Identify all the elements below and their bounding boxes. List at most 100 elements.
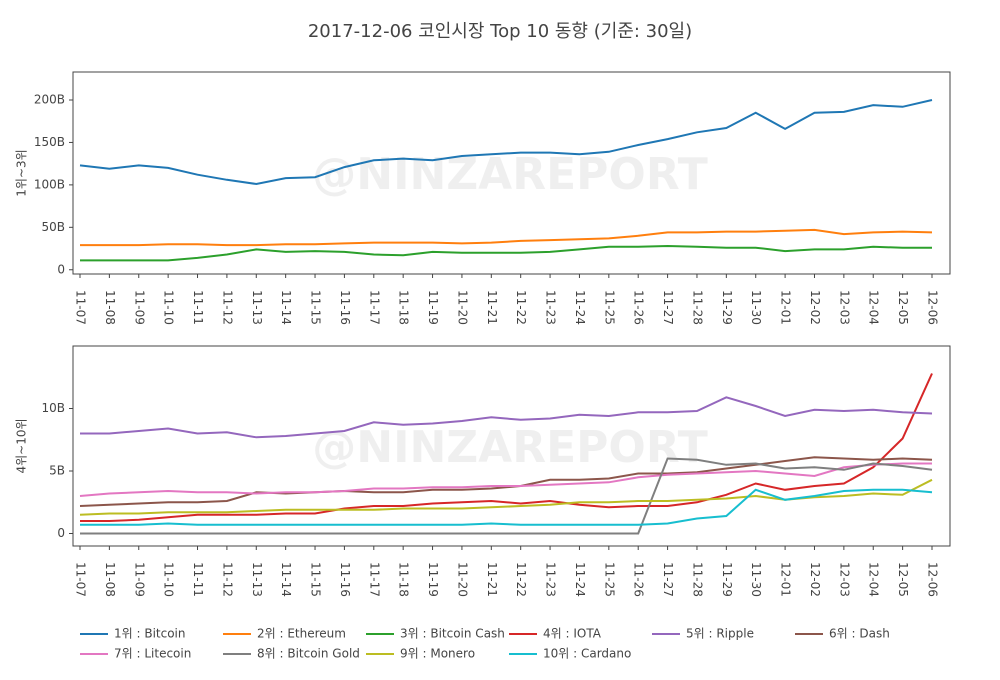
x-tick-label: 11-15	[309, 290, 323, 325]
y-tick-label: 150B	[34, 135, 65, 149]
x-tick-label: 12-02	[808, 290, 822, 325]
x-tick-label: 11-11	[191, 290, 205, 325]
x-tick-label: 11-18	[397, 562, 411, 597]
legend-label: 2위 : Ethereum	[257, 627, 346, 641]
x-tick-label: 11-30	[749, 562, 763, 597]
legend-item[interactable]: 6위 : Dash	[795, 627, 890, 641]
series-line	[79, 462, 932, 497]
x-tick-label: 11-17	[367, 562, 381, 597]
legend-label: 10위 : Cardano	[543, 647, 631, 661]
series-line	[80, 396, 933, 439]
x-tick-label: 11-16	[338, 290, 352, 325]
x-tick-label: 11-11	[191, 562, 205, 597]
y-tick-label: 10B	[41, 401, 65, 415]
series-line	[79, 99, 933, 186]
series-line	[80, 244, 932, 262]
legend-label: 3위 : Bitcoin Cash	[400, 627, 505, 641]
x-tick-label: 11-21	[485, 562, 499, 597]
x-tick-label: 11-22	[514, 290, 528, 325]
x-tick-label: 12-05	[896, 290, 910, 325]
x-tick-label: 11-23	[544, 290, 558, 325]
x-tick-label: 11-26	[632, 562, 646, 597]
x-tick-label: 12-06	[926, 562, 940, 597]
x-tick-label: 11-24	[573, 562, 587, 597]
x-tick-label: 11-14	[279, 290, 293, 325]
x-tick-label: 11-21	[485, 290, 499, 325]
legend-item[interactable]: 1위 : Bitcoin	[80, 627, 186, 641]
x-tick-label: 11-27	[661, 562, 675, 597]
x-tick-label: 12-06	[926, 290, 940, 325]
legend-item[interactable]: 10위 : Cardano	[509, 647, 631, 661]
legend-item[interactable]: 5위 : Ripple	[652, 627, 754, 641]
legend-item[interactable]: 2위 : Ethereum	[223, 627, 346, 641]
x-tick-label: 11-18	[397, 290, 411, 325]
plot-frame	[72, 71, 951, 275]
x-tick-label: 11-30	[749, 290, 763, 325]
plot-frame	[72, 345, 951, 547]
series-line	[80, 457, 933, 535]
x-tick-label: 12-01	[779, 290, 793, 325]
y-tick-label: 50B	[41, 220, 65, 234]
x-tick-label: 11-23	[544, 562, 558, 597]
x-tick-label: 11-29	[720, 562, 734, 597]
series-line	[79, 456, 933, 507]
watermark: @NINZAREPORT	[312, 149, 707, 200]
x-tick-label: 11-09	[132, 562, 146, 597]
legend-item[interactable]: 4위 : IOTA	[509, 627, 602, 641]
watermark: @NINZAREPORT	[312, 422, 707, 473]
y-tick-label: 0	[57, 526, 65, 540]
series-line	[80, 488, 933, 526]
legend-label: 6위 : Dash	[829, 627, 890, 641]
x-tick-label: 11-13	[250, 562, 264, 597]
legend-item[interactable]: 8위 : Bitcoin Gold	[223, 647, 360, 661]
x-tick-label: 11-10	[162, 290, 176, 325]
x-tick-label: 11-17	[367, 290, 381, 325]
x-tick-label: 11-25	[602, 290, 616, 325]
x-tick-label: 12-02	[808, 562, 822, 597]
x-tick-label: 12-01	[779, 562, 793, 597]
x-tick-label: 11-20	[455, 562, 469, 597]
x-tick-label: 12-04	[867, 562, 881, 597]
y-axis-title: 4위~10위	[15, 418, 29, 473]
x-tick-label: 11-12	[220, 562, 234, 597]
legend-label: 9위 : Monero	[400, 647, 475, 661]
x-tick-label: 11-16	[338, 562, 352, 597]
x-tick-label: 12-03	[837, 290, 851, 325]
legend-item[interactable]: 9위 : Monero	[366, 647, 475, 661]
x-tick-label: 11-19	[426, 562, 440, 597]
x-tick-label: 11-14	[279, 562, 293, 597]
legend-label: 1위 : Bitcoin	[114, 627, 186, 641]
x-tick-label: 11-10	[162, 562, 176, 597]
legend-label: 4위 : IOTA	[543, 627, 602, 641]
x-tick-label: 11-15	[309, 562, 323, 597]
x-tick-label: 12-05	[896, 562, 910, 597]
x-tick-label: 11-08	[103, 290, 117, 325]
legend-item[interactable]: 3위 : Bitcoin Cash	[366, 627, 505, 641]
x-tick-label: 11-25	[602, 562, 616, 597]
x-tick-label: 11-20	[455, 290, 469, 325]
legend-label: 8위 : Bitcoin Gold	[257, 647, 360, 661]
x-tick-label: 11-22	[514, 562, 528, 597]
x-tick-label: 12-04	[867, 290, 881, 325]
x-tick-label: 11-27	[661, 290, 675, 325]
x-tick-label: 11-13	[250, 290, 264, 325]
legend-item[interactable]: 7위 : Litecoin	[80, 647, 191, 661]
x-tick-label: 11-24	[573, 290, 587, 325]
y-tick-label: 200B	[34, 93, 65, 107]
legend-label: 5위 : Ripple	[686, 627, 754, 641]
chart-title: 2017-12-06 코인시장 Top 10 동향 (기준: 30일)	[308, 21, 692, 42]
x-tick-label: 11-29	[720, 290, 734, 325]
y-axis-title: 1위~3위	[15, 149, 29, 196]
x-tick-label: 11-07	[74, 290, 88, 325]
y-tick-label: 100B	[34, 177, 65, 191]
series-line	[80, 228, 933, 247]
x-tick-label: 11-12	[220, 290, 234, 325]
x-tick-label: 11-19	[426, 290, 440, 325]
series-line	[80, 373, 933, 522]
x-tick-label: 11-07	[74, 562, 88, 597]
y-tick-label: 5B	[49, 464, 65, 478]
x-tick-label: 12-03	[837, 562, 851, 597]
x-tick-label: 11-28	[690, 290, 704, 325]
x-tick-label: 11-28	[690, 562, 704, 597]
